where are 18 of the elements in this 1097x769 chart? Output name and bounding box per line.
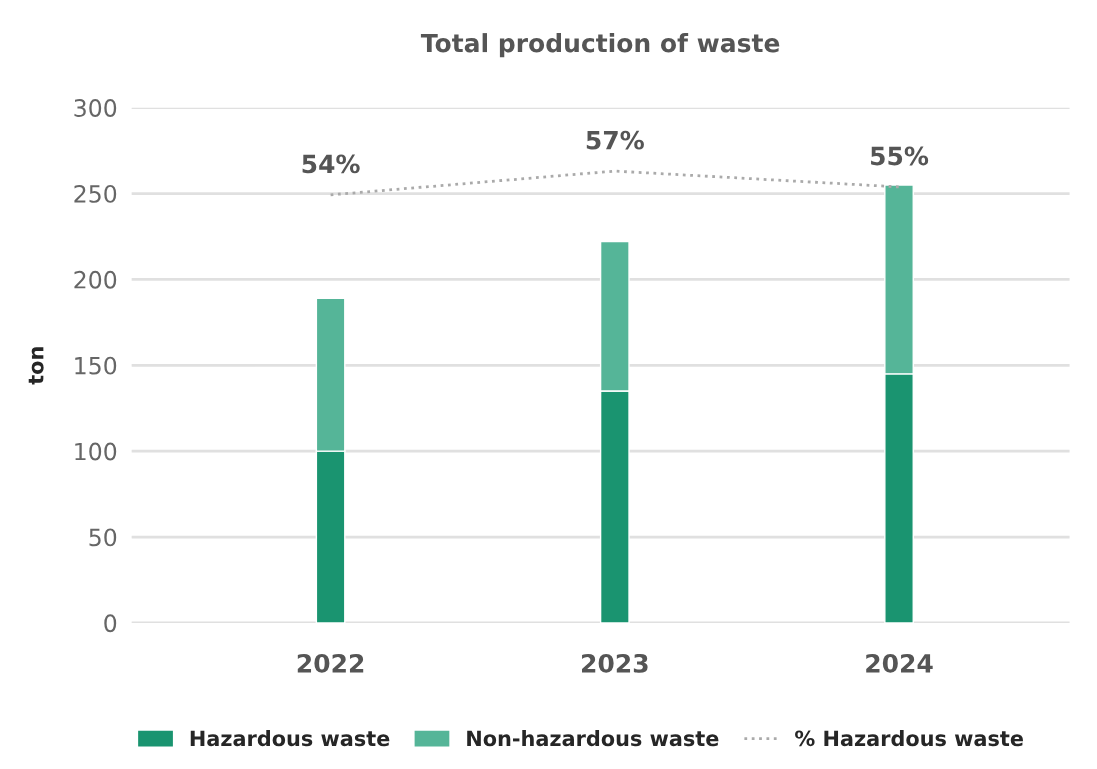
data-label: 55% (871, 146, 929, 166)
x-tick-label: 2022 (297, 653, 364, 673)
y-tick-label: 100 (75, 442, 117, 461)
y-tick-label: 50 (89, 528, 117, 547)
data-label: 57% (586, 130, 644, 150)
y-tick-label: 250 (74, 184, 117, 203)
legend-label: % Hazardous waste (795, 730, 1023, 747)
x-tick-label: 2023 (582, 653, 648, 673)
y-tick-label: 300 (74, 99, 117, 117)
x-tick-label: 2024 (866, 653, 933, 673)
y-axis-title: ton (28, 347, 44, 385)
y-tick-label: 0 (104, 614, 117, 633)
chart-title: Total production of waste (420, 33, 780, 58)
y-tick-label: 200 (74, 270, 117, 289)
legend-label: Hazardous waste (190, 730, 390, 747)
y-tick-label: 150 (75, 356, 117, 375)
data-label: 54% (302, 154, 360, 174)
legend-label: Non-hazardous waste (467, 730, 719, 747)
